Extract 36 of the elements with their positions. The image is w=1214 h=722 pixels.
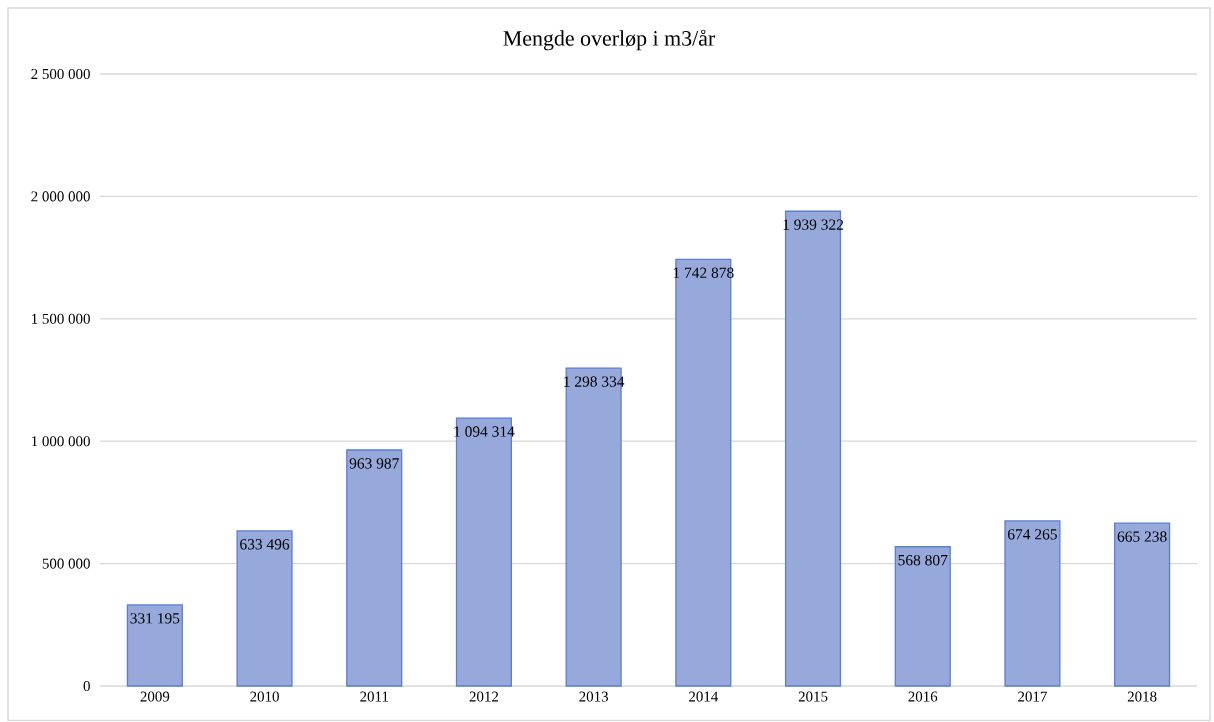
x-tick-label: 2014 [689, 691, 719, 702]
x-tick-label: 2018 [1127, 691, 1157, 702]
bar [784, 210, 842, 687]
y-tick-label: 0 [83, 680, 90, 692]
data-label: 1 939 322 [783, 219, 844, 230]
chart-title: Mengde overløp i m3/år [503, 29, 716, 51]
data-label: 674 265 [1007, 529, 1057, 540]
y-tick-label: 1 000 000 [32, 436, 90, 447]
x-tick-label: 2011 [360, 691, 389, 702]
y-tick-label: 2 500 000 [31, 68, 90, 80]
bar [126, 604, 183, 687]
bar [455, 417, 513, 687]
x-tick-label: 2017 [1018, 691, 1047, 702]
y-tick-label: 2 000 000 [31, 191, 90, 202]
x-tick-label: 2010 [250, 691, 279, 702]
data-label: 1 094 314 [454, 426, 515, 437]
data-label: 963 987 [349, 458, 399, 469]
bar [1114, 522, 1171, 687]
x-tick-label: 2012 [469, 691, 499, 702]
bar [894, 546, 951, 687]
data-label: 633 496 [240, 539, 290, 550]
x-tick-label: 2016 [908, 691, 938, 702]
x-tick-label: 2013 [579, 691, 608, 702]
bar [675, 258, 732, 687]
bar [1004, 520, 1061, 687]
bar [346, 449, 403, 687]
y-tick-label: 1 500 000 [32, 313, 90, 324]
data-label: 1 298 334 [564, 376, 625, 387]
y-tick-label: 500 000 [42, 558, 90, 569]
data-label: 1 742 878 [673, 267, 734, 278]
data-label: 568 807 [898, 554, 948, 566]
data-label: 665 238 [1117, 531, 1167, 542]
data-label: 331 195 [130, 613, 180, 624]
x-tick-label: 2015 [798, 691, 828, 702]
x-tick-label: 2009 [140, 691, 170, 702]
bar [236, 530, 293, 687]
